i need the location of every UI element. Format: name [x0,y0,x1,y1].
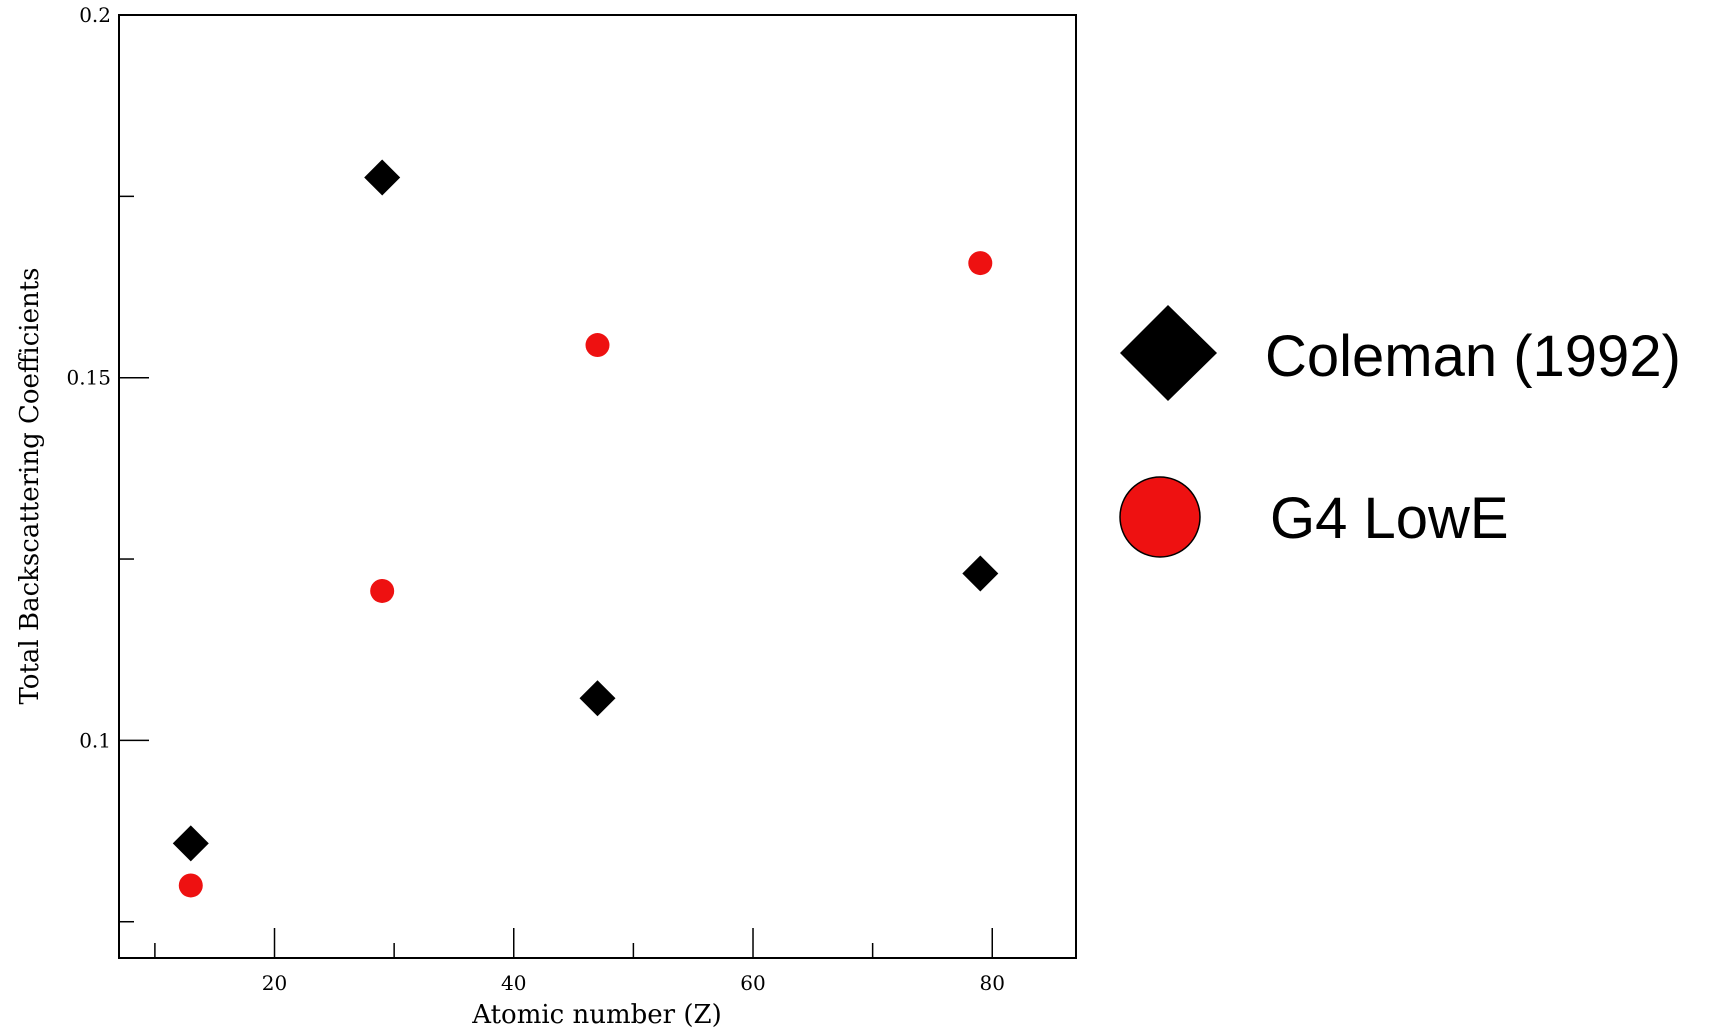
y-tick-label: 0.1 [79,728,111,752]
x-tick-label: 60 [740,971,765,995]
plot-frame [118,14,1077,959]
coleman-data-point [172,825,209,862]
legend: Coleman (1992) G4 LowE [1119,305,1681,558]
g4-lowe-data-point [178,873,203,898]
coleman-data-point [962,555,999,592]
data-points [172,159,999,898]
x-tick-label: 40 [501,971,526,995]
g4-lowe-data-point [968,251,993,276]
x-tick-label: 80 [980,971,1005,995]
coleman-data-point [364,159,401,196]
y-axis-title: Total Backscattering Coefficients [15,267,45,704]
legend-label-g4-lowe: G4 LowE [1270,486,1509,551]
x-axis-ticks: 20 40 60 80 [154,928,1005,995]
g4-lowe-data-point [370,578,395,603]
y-tick-label: 0.2 [79,3,111,27]
g4-lowe-data-point [585,333,610,358]
legend-circle-marker [1119,476,1201,558]
x-axis-title: Atomic number (Z) [471,1000,721,1029]
x-tick-label: 20 [262,971,287,995]
y-axis-ticks: 0.1 0.15 0.2 [66,3,149,923]
legend-label-coleman: Coleman (1992) [1265,324,1681,389]
coleman-data-point [579,680,616,717]
legend-diamond-marker [1120,305,1217,401]
y-tick-label: 0.15 [66,366,111,390]
